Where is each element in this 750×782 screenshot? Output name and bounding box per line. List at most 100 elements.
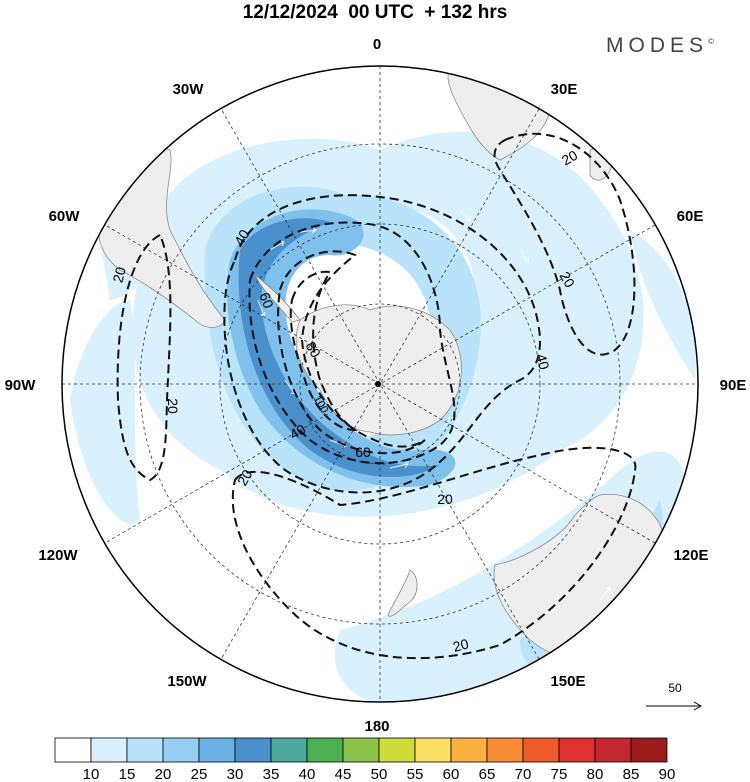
contours [116,132,637,660]
wind-vector-3 [257,299,266,317]
map-disk: 20 20 20 20 20 20 20 40 40 40 60 60 80 1… [62,66,698,702]
meridian-60e-120w [104,224,656,544]
land-new-zealand [387,569,418,617]
colorbar-swatch [450,737,488,763]
contour-label-20-w: 20 [109,265,129,284]
contour-60 [248,221,456,465]
lon-label-120w: 120W [38,547,78,564]
lon-label-90e: 90E [720,377,747,394]
meridian-150e-30w [220,108,540,660]
lon-label-30e: 30E [551,81,578,98]
lon-label-150e: 150E [550,673,585,690]
wind-vector-7 [439,417,453,431]
shade-southwest [70,300,140,524]
contour-20-west [116,233,172,482]
colorbar-level-label: 10 [83,766,100,782]
colorbar-level-label: 15 [119,766,136,782]
wind-vector-11 [519,249,530,263]
latitude-circle-2 [219,223,541,545]
colorbar-swatch [558,737,596,763]
shade-band-35 [238,218,440,478]
wind-vector-10 [459,209,471,221]
colorbar-swatch [54,737,92,763]
land-south-america [97,147,226,328]
colorbar-swatch [522,737,560,763]
map-boundary [61,65,699,703]
land-antarctic-peninsula [254,274,301,323]
colorbar-level-label: 50 [371,766,388,782]
brand-mark: © [708,37,714,46]
meridian-30e-150w [220,108,540,660]
colorbar-level-label: 35 [263,766,280,782]
lon-label-180: 180 [364,718,389,735]
wind-vector-8 [519,568,535,581]
lon-label-150w: 150W [167,673,207,690]
contour-label-40-nw: 40 [231,227,253,249]
shade-east-arc [630,230,696,380]
contour-80 [277,250,426,455]
contour-label-20-w2: 20 [165,398,181,414]
contour-40 [223,194,541,494]
wind-vector-2 [299,226,317,234]
lon-label-60w: 60W [49,208,81,225]
contour-label-20-ne: 20 [559,147,581,169]
map-title: 12/12/2024 00 UTC + 132 hrs [242,2,508,23]
contour-label-20-se: 20 [451,635,470,655]
reference-vector-label: 50 [668,681,682,695]
lon-label-90w: 90W [5,377,37,394]
contour-label-20-sw: 20 [234,467,256,489]
colorbar-swatch [90,737,128,763]
contour-label-60-s: 60 [355,444,371,460]
colorbar-level-label: 85 [623,766,640,782]
contour-label-20-s: 20 [437,491,453,507]
contour-label-20-ne2: 20 [557,269,579,291]
colorbar-level-label: 40 [299,766,316,782]
colorbar-swatch [234,737,272,763]
contour-label-40-s: 40 [287,421,309,443]
land-tasmania [529,670,546,688]
contour-label-40-e: 40 [533,352,553,371]
south-pole-marker [375,381,381,387]
colorbar-swatch [198,737,236,763]
colorbar-swatch [162,737,200,763]
lon-label-60e: 60E [677,208,704,225]
colorbar-swatch [306,737,344,763]
contour-20-south [231,446,637,660]
colorbar-swatch [414,737,452,763]
contour-label-80-w: 80 [303,339,325,361]
wind-vector-9 [599,587,611,601]
meridian-120e-60w [104,224,656,544]
colorbar-swatch [270,737,308,763]
colorbar-level-label: 20 [155,766,172,782]
colorbar-level-label: 60 [443,766,460,782]
colorbar-level-label: 80 [587,766,604,782]
colorbar-level-label: 90 [659,766,676,782]
colorbar-level-label: 75 [551,766,568,782]
wind-vector-6 [389,460,409,469]
colorbar-level-label: 65 [479,766,496,782]
colorbar-level-label: 70 [515,766,532,782]
lon-label-0: 0 [373,36,381,53]
land-madagascar [589,147,613,181]
colorbar-level-label: 45 [335,766,352,782]
colorbar-swatch [378,737,416,763]
longitude-labels: 0 30E 60E 90E 120E 150E 180 150W 120W 90… [5,36,747,735]
colorbar: 10 15 20 25 30 35 40 45 50 55 60 65 70 75 80 85 90 [54,737,676,782]
colorbar-level-label: 30 [227,766,244,782]
colorbar-level-label: 55 [407,766,424,782]
colorbar-swatch [630,737,668,763]
reference-vector-arrowhead [693,701,703,711]
lon-label-120e: 120E [673,547,708,564]
contour-labels: 20 20 20 20 20 20 20 40 40 40 60 60 80 1… [109,147,580,655]
wind-vectors [257,209,611,601]
colorbar-swatch [486,737,524,763]
colorbar-level-label: 25 [191,766,208,782]
brand-logo: MODES© [606,34,714,58]
lon-label-30w: 30W [173,81,205,98]
brand-text: MODES [606,34,709,57]
colorbar-swatch [342,737,380,763]
colorbar-swatch [594,737,632,763]
reference-vector: 50 [646,681,703,711]
colorbar-swatch [126,737,164,763]
